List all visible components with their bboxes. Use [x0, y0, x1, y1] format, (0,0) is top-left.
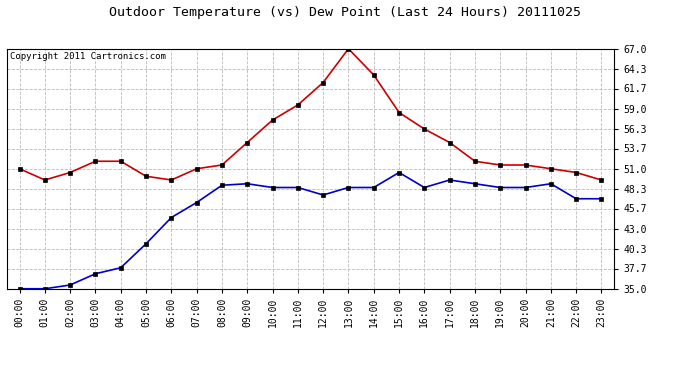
- Text: Copyright 2011 Cartronics.com: Copyright 2011 Cartronics.com: [10, 53, 166, 62]
- Text: Outdoor Temperature (vs) Dew Point (Last 24 Hours) 20111025: Outdoor Temperature (vs) Dew Point (Last…: [109, 6, 581, 19]
